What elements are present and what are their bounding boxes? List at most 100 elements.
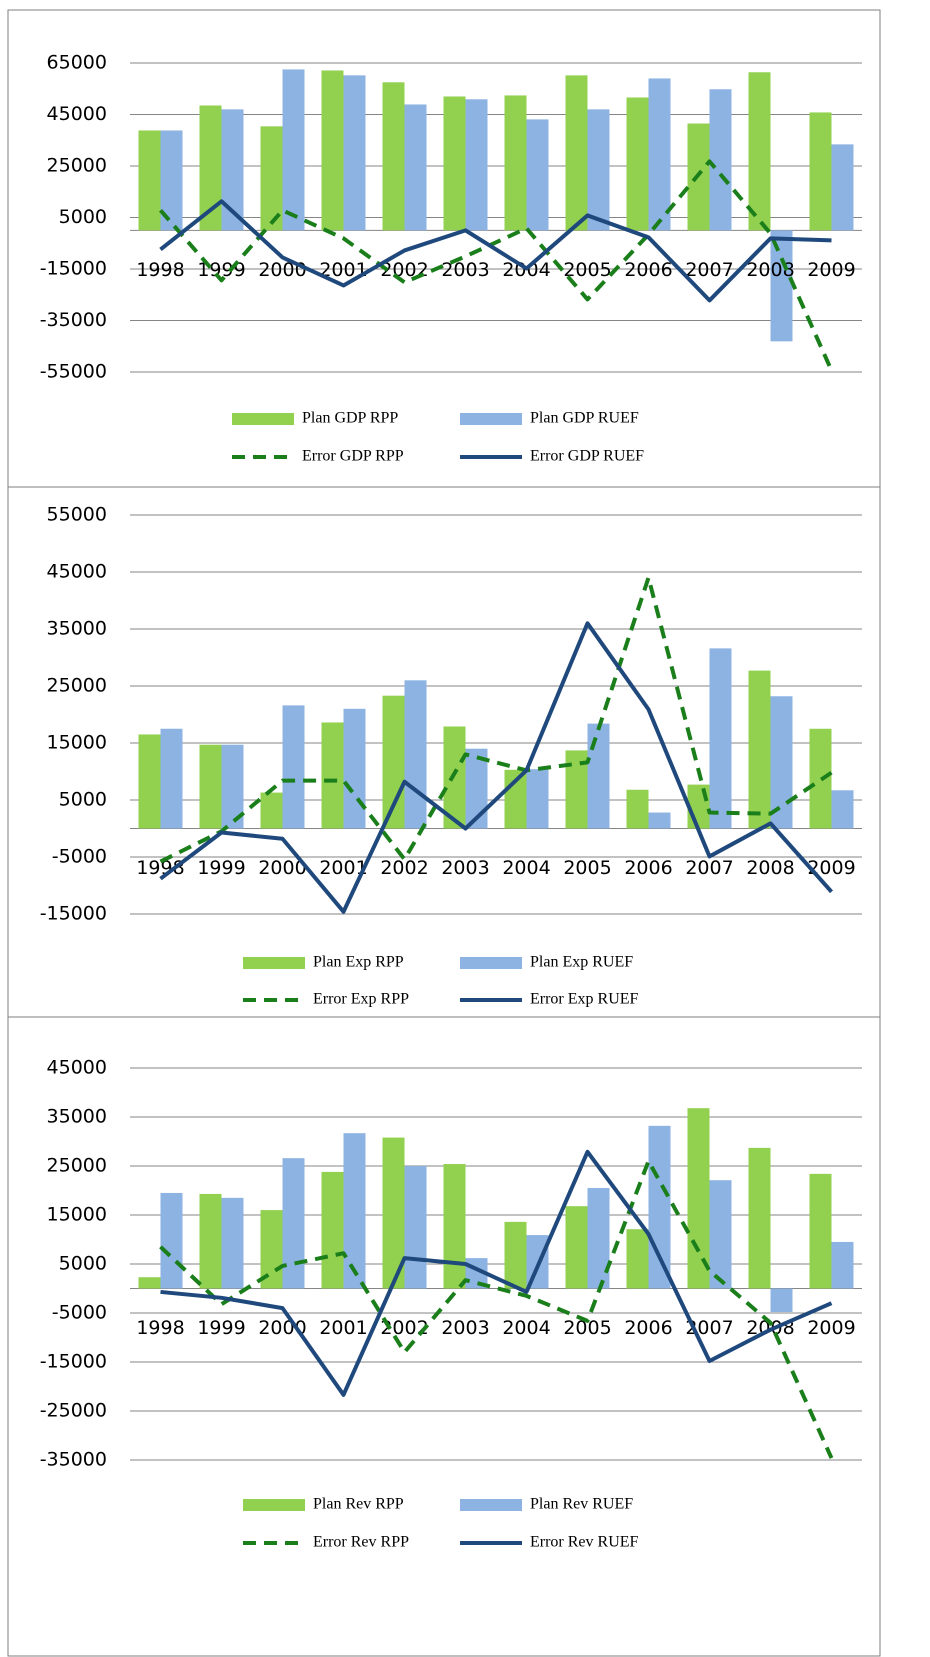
bar	[221, 744, 244, 829]
bar	[138, 1277, 161, 1289]
x-tick-label: 2001	[319, 259, 367, 281]
bar	[648, 78, 671, 231]
bar	[221, 109, 244, 231]
y-tick-label: -25000	[40, 1400, 107, 1422]
chart: 55000 45000 35000 25000 15000 5000 -5000 -15000…	[7, 486, 881, 1018]
x-tick-label: 2003	[441, 1317, 489, 1339]
x-tick-label: 2000	[258, 259, 306, 281]
bar	[160, 130, 183, 231]
x-tick-label: 2007	[685, 259, 733, 281]
bar	[587, 723, 610, 829]
bar	[504, 1221, 527, 1289]
bar	[404, 104, 427, 231]
bar	[465, 99, 488, 231]
y-tick-label: 35000	[47, 1106, 107, 1128]
x-tick-label: 2007	[685, 857, 733, 879]
line-series	[158, 159, 834, 372]
bar	[565, 1206, 588, 1289]
legend-label: Error Exp RUEF	[530, 991, 639, 1008]
bar	[831, 1241, 854, 1289]
x-tick-label: 1999	[197, 857, 245, 879]
bar	[770, 1288, 793, 1313]
bar	[282, 705, 305, 829]
chart: 65000 45000 25000 5000 -15000 -35000 -55000 199…	[7, 9, 881, 488]
y-tick-label: 5000	[59, 1253, 107, 1275]
legend-label: Error GDP RUEF	[530, 448, 644, 465]
x-tick-label: 2009	[807, 259, 855, 281]
x-tick-label: 2005	[563, 1317, 611, 1339]
y-tick-label: 65000	[47, 52, 107, 74]
bar	[831, 790, 854, 829]
legend-swatch	[243, 1499, 305, 1511]
bar	[382, 1137, 405, 1289]
x-tick-label: 2000	[258, 857, 306, 879]
bar	[648, 1125, 671, 1289]
y-tick-label: -5000	[52, 1302, 107, 1324]
x-tick-label: 2006	[624, 1317, 672, 1339]
y-tick-label: 15000	[47, 732, 107, 754]
y-tick-label: 25000	[47, 1155, 107, 1177]
legend-label: Plan GDP RUEF	[530, 410, 639, 427]
chart-panel	[7, 1016, 881, 1657]
legend-label: Plan Rev RUEF	[530, 1496, 633, 1513]
y-tick-label: 25000	[47, 155, 107, 177]
chart: 45000 35000 25000 15000 5000 -5000 -15000 -2500…	[7, 1016, 881, 1657]
bar	[199, 105, 222, 231]
y-tick-label: -15000	[40, 1351, 107, 1373]
x-tick-label: 1999	[197, 1317, 245, 1339]
x-tick-label: 1998	[136, 857, 184, 879]
x-tick-label: 2002	[380, 857, 428, 879]
bar	[648, 812, 671, 829]
legend-label: Error Rev RUEF	[530, 1534, 639, 1551]
bar	[343, 708, 366, 829]
line-series	[160, 1149, 833, 1397]
legend-label: Error GDP RPP	[302, 448, 404, 465]
bar	[282, 69, 305, 231]
bar	[465, 748, 488, 829]
bar	[321, 1171, 344, 1289]
bar	[443, 726, 466, 829]
y-tick-label: -35000	[40, 309, 107, 331]
bar	[748, 1147, 771, 1289]
chart-panel	[7, 9, 881, 488]
bar	[321, 70, 344, 231]
x-tick-label: 2005	[563, 857, 611, 879]
bar	[748, 670, 771, 829]
x-tick-label: 2004	[502, 857, 550, 879]
y-tick-label: -5000	[52, 846, 107, 868]
y-tick-label: 45000	[47, 1057, 107, 1079]
bar	[343, 75, 366, 231]
bar	[809, 112, 832, 231]
bar	[221, 1197, 244, 1289]
x-tick-label: 2005	[563, 259, 611, 281]
legend-label: Error Rev RPP	[313, 1534, 409, 1551]
legend-label: Error Exp RPP	[313, 991, 409, 1008]
legend-label: Plan Exp RUEF	[530, 954, 633, 971]
line-series	[159, 575, 833, 864]
bar	[404, 680, 427, 829]
legend-label: Plan GDP RPP	[302, 410, 398, 427]
y-tick-label: -55000	[40, 361, 107, 383]
bar	[138, 734, 161, 829]
legend-swatch	[243, 957, 305, 969]
bar	[565, 750, 588, 829]
legend-swatch	[460, 1499, 522, 1511]
bar	[443, 96, 466, 231]
bar	[626, 789, 649, 829]
x-tick-label: 2004	[502, 1317, 550, 1339]
bar	[565, 75, 588, 231]
bar	[526, 769, 549, 829]
x-tick-label: 2009	[807, 857, 855, 879]
bar	[260, 126, 283, 231]
x-tick-label: 2006	[624, 259, 672, 281]
bar	[282, 1158, 305, 1289]
x-tick-label: 2000	[258, 1317, 306, 1339]
bar	[404, 1166, 427, 1289]
legend-swatch	[232, 413, 294, 425]
x-tick-label: 2009	[807, 1317, 855, 1339]
y-tick-label: -15000	[40, 903, 107, 925]
bar	[770, 696, 793, 829]
bar	[809, 1173, 832, 1289]
y-tick-label: 55000	[47, 504, 107, 526]
y-tick-label: 35000	[47, 618, 107, 640]
